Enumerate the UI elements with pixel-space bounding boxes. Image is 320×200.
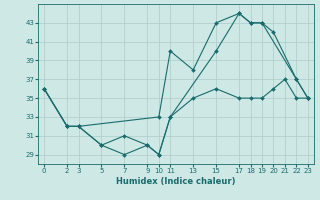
X-axis label: Humidex (Indice chaleur): Humidex (Indice chaleur) [116,177,236,186]
